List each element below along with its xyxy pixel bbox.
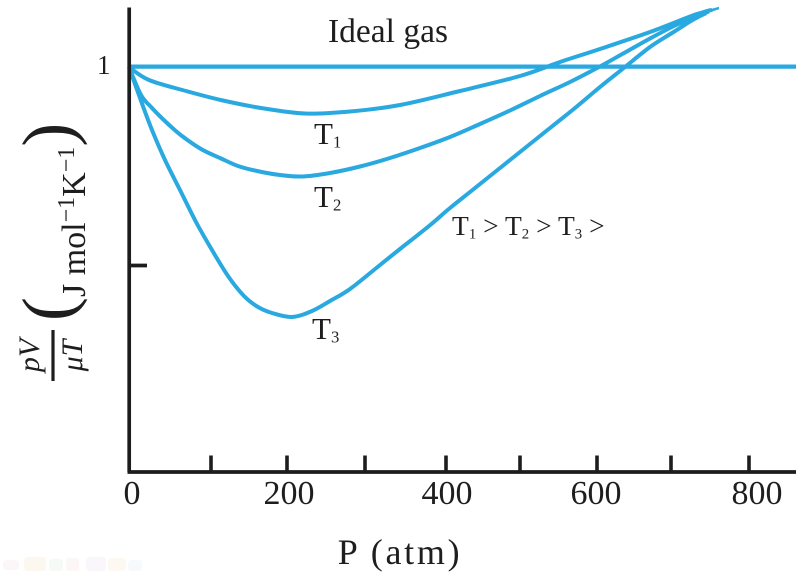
svg-text:(J mol−1K−1): (J mol−1K−1) <box>8 123 93 321</box>
svg-text:pV: pV <box>13 335 46 374</box>
svg-text:μT: μT <box>56 337 89 372</box>
